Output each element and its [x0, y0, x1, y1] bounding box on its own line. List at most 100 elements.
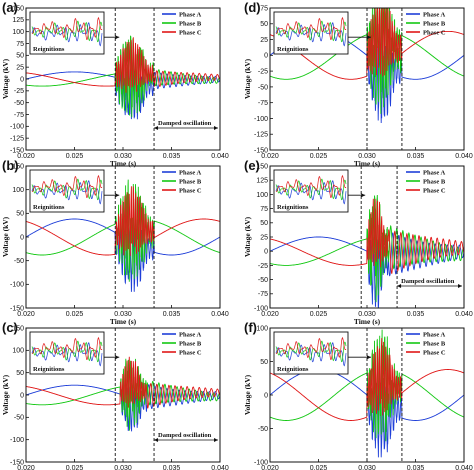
inset-plot	[275, 174, 347, 205]
y-tick-label: -75	[258, 291, 268, 298]
inset-series	[275, 336, 347, 360]
inset-series	[275, 178, 347, 201]
arrow-head	[154, 438, 159, 442]
y-tick-label: -50	[14, 100, 24, 107]
inset-annotation: Reignitions	[33, 204, 65, 211]
x-tick-label: 0.035	[407, 153, 425, 160]
inset: Reignitions	[273, 169, 349, 213]
legend-entry: Phase C	[179, 349, 202, 356]
panel-label: (c)	[2, 320, 18, 335]
damped-annotation: Damped oscillation	[158, 120, 212, 127]
legend-entry: Phase C	[179, 187, 202, 194]
chart-panel: (e) -100 -75 -50 -25 0 25 50 75 100 125 150 0.020 0.0…	[243, 158, 473, 326]
y-tick-label: 0	[264, 392, 268, 399]
panel-label: (e)	[244, 158, 260, 173]
x-tick-label: 0.035	[163, 153, 181, 160]
y-tick-label: 150	[256, 163, 268, 170]
x-tick-label: 0.030	[114, 311, 132, 318]
x-tick-label: 0.025	[310, 153, 328, 160]
y-axis-label: Voltage (kV)	[1, 374, 10, 415]
legend-entry: Phase A	[423, 169, 446, 176]
inset-annotation: Reignitions	[277, 46, 309, 53]
y-tick-label: -50	[258, 84, 268, 91]
x-tick-label: 0.035	[407, 465, 425, 470]
x-tick-label: 0.035	[163, 465, 181, 470]
legend-entry: Phase B	[179, 340, 202, 347]
inset: Reignitions	[273, 11, 349, 55]
inset-series	[31, 174, 103, 198]
y-tick-label: 25	[16, 65, 24, 72]
y-tick-label: 0	[264, 249, 268, 256]
chart-panel: (f) -100 -50 0 50 100 0.020 0.025 0.030 0.035 0.04…	[243, 320, 473, 470]
legend-entry: Phase B	[423, 178, 446, 185]
inset-annotation: Reignitions	[33, 46, 65, 53]
y-tick-label: 25	[260, 37, 268, 44]
inset-annotation: Reignitions	[277, 366, 309, 373]
arrow-head	[361, 193, 366, 198]
y-tick-label: 150	[12, 325, 24, 332]
series-line-a	[26, 384, 220, 432]
x-tick-label: 0.020	[261, 153, 279, 160]
inset-annotation: Reignitions	[277, 204, 309, 211]
y-tick-label: 75	[260, 206, 268, 213]
series-line-b	[26, 35, 220, 118]
inset-plot	[31, 174, 103, 205]
y-tick-label: -125	[10, 136, 24, 143]
series-line-b	[26, 179, 220, 282]
legend-entry: Phase B	[179, 20, 202, 27]
inset-series	[31, 180, 103, 205]
legend-entry: Phase A	[179, 331, 202, 338]
chart-panel: (d) -150 -125 -100 -75 -50 -25 0 25 50 75 0.020 0.02…	[243, 0, 473, 168]
inset-series	[275, 342, 347, 367]
legend-entry: Phase B	[423, 340, 446, 347]
y-axis-label: Voltage (kV)	[243, 374, 252, 415]
chart-panel: (b) -150 -100 -50 0 50 100 150 0.020 0.025 0.030 0.…	[1, 158, 229, 326]
inset-plot	[275, 336, 347, 367]
inset-series	[275, 20, 347, 43]
x-tick-label: 0.020	[261, 311, 279, 318]
inset-series	[31, 16, 103, 40]
series-line-c	[270, 198, 464, 275]
y-axis-label: Voltage (kV)	[1, 216, 10, 257]
series-line-b	[270, 194, 464, 303]
plot-area	[270, 194, 464, 308]
y-axis-label: Voltage (kV)	[1, 58, 10, 99]
x-tick-label: 0.035	[163, 311, 181, 318]
y-tick-label: 125	[12, 17, 24, 24]
arrow-head	[367, 355, 371, 360]
legend-entry: Phase B	[179, 178, 202, 185]
series-line-c	[26, 37, 220, 93]
arrow-head	[214, 126, 218, 130]
y-tick-label: -150	[10, 305, 24, 312]
x-tick-label: 0.035	[407, 311, 425, 318]
plot-area	[26, 179, 220, 292]
y-tick-label: 150	[12, 5, 24, 12]
y-tick-label: 150	[12, 163, 24, 170]
y-tick-label: 100	[256, 325, 268, 332]
inset: Reignitions	[29, 331, 105, 375]
legend-entry: Phase A	[423, 331, 446, 338]
inset: Reignitions	[29, 169, 105, 213]
x-tick-label: 0.030	[114, 465, 132, 470]
inset-series	[31, 22, 103, 47]
x-tick-label: 0.020	[17, 465, 35, 470]
x-tick-label: 0.040	[211, 153, 229, 160]
x-tick-label: 0.025	[310, 465, 328, 470]
inset: Reignitions	[273, 331, 349, 375]
x-tick-label: 0.025	[310, 311, 328, 318]
series-line-b	[270, 329, 464, 442]
chart-panel: (c) -150 -100 -50 0 50 100 150 0.020 0.025 0.030 0.…	[1, 320, 229, 470]
inset-plot	[31, 16, 103, 47]
inset-series	[31, 336, 103, 360]
chart-panel: (a) -150 -125 -100 -75 -50 -25 0 25 50 75 100 125 150…	[1, 0, 229, 168]
inset-frame	[29, 169, 105, 213]
legend-entry: Phase C	[423, 187, 446, 194]
y-tick-label: -100	[10, 437, 24, 444]
y-tick-label: 100	[256, 192, 268, 199]
inset-series	[31, 342, 103, 367]
x-axis-label: Time (s)	[354, 159, 381, 168]
inset-plot	[275, 16, 347, 47]
y-tick-label: 50	[260, 220, 268, 227]
inset-series	[275, 174, 347, 198]
arrow-head	[397, 284, 402, 288]
